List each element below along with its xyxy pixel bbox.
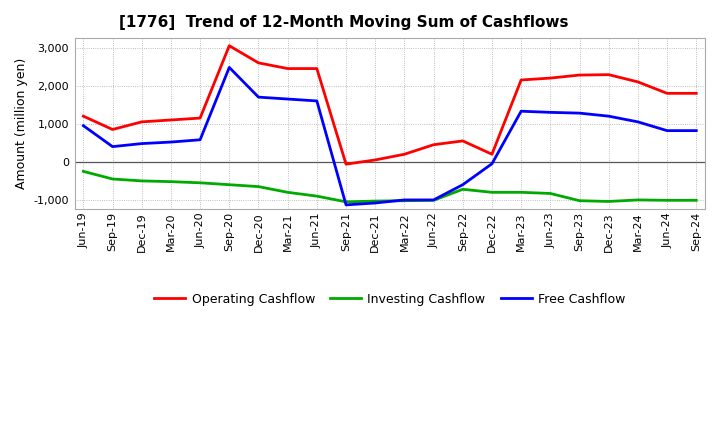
Investing Cashflow [284, 190, 292, 195]
Operating Cashflow [254, 60, 263, 66]
Operating Cashflow [108, 127, 117, 132]
Investing Cashflow [400, 198, 409, 203]
Free Cashflow [692, 128, 701, 133]
Operating Cashflow [342, 161, 351, 167]
Investing Cashflow [546, 191, 554, 196]
Operating Cashflow [662, 91, 671, 96]
Free Cashflow [634, 119, 642, 125]
Operating Cashflow [371, 158, 379, 163]
Free Cashflow [517, 109, 526, 114]
Investing Cashflow [254, 184, 263, 189]
Line: Free Cashflow: Free Cashflow [84, 67, 696, 205]
Line: Operating Cashflow: Operating Cashflow [84, 46, 696, 164]
Investing Cashflow [312, 194, 321, 199]
Free Cashflow [196, 137, 204, 143]
Investing Cashflow [166, 179, 175, 184]
Investing Cashflow [634, 197, 642, 202]
Free Cashflow [312, 98, 321, 103]
Operating Cashflow [517, 77, 526, 83]
Investing Cashflow [662, 198, 671, 203]
Free Cashflow [429, 197, 438, 202]
Operating Cashflow [138, 119, 146, 125]
Operating Cashflow [166, 117, 175, 123]
Operating Cashflow [79, 114, 88, 119]
Free Cashflow [575, 110, 584, 116]
Investing Cashflow [517, 190, 526, 195]
Investing Cashflow [108, 176, 117, 182]
Free Cashflow [254, 95, 263, 100]
Investing Cashflow [138, 178, 146, 183]
Free Cashflow [284, 96, 292, 102]
Investing Cashflow [371, 198, 379, 204]
Free Cashflow [459, 182, 467, 187]
Operating Cashflow [459, 138, 467, 143]
Operating Cashflow [400, 152, 409, 157]
Operating Cashflow [225, 43, 233, 48]
Investing Cashflow [487, 190, 496, 195]
Free Cashflow [371, 200, 379, 205]
Investing Cashflow [692, 198, 701, 203]
Investing Cashflow [225, 182, 233, 187]
Legend: Operating Cashflow, Investing Cashflow, Free Cashflow: Operating Cashflow, Investing Cashflow, … [149, 288, 631, 311]
Investing Cashflow [342, 199, 351, 205]
Operating Cashflow [284, 66, 292, 71]
Operating Cashflow [487, 152, 496, 157]
Free Cashflow [604, 114, 613, 119]
Investing Cashflow [575, 198, 584, 203]
Free Cashflow [166, 139, 175, 145]
Operating Cashflow [546, 75, 554, 81]
Y-axis label: Amount (million yen): Amount (million yen) [15, 58, 28, 189]
Operating Cashflow [196, 115, 204, 121]
Free Cashflow [138, 141, 146, 146]
Free Cashflow [225, 65, 233, 70]
Free Cashflow [400, 197, 409, 202]
Investing Cashflow [196, 180, 204, 185]
Operating Cashflow [575, 73, 584, 78]
Investing Cashflow [429, 198, 438, 203]
Free Cashflow [487, 161, 496, 166]
Free Cashflow [342, 202, 351, 208]
Line: Investing Cashflow: Investing Cashflow [84, 171, 696, 202]
Free Cashflow [662, 128, 671, 133]
Investing Cashflow [459, 187, 467, 192]
Operating Cashflow [429, 142, 438, 147]
Free Cashflow [79, 123, 88, 128]
Text: [1776]  Trend of 12-Month Moving Sum of Cashflows: [1776] Trend of 12-Month Moving Sum of C… [119, 15, 568, 30]
Investing Cashflow [604, 199, 613, 204]
Free Cashflow [546, 110, 554, 115]
Operating Cashflow [692, 91, 701, 96]
Free Cashflow [108, 144, 117, 149]
Operating Cashflow [604, 72, 613, 77]
Investing Cashflow [79, 169, 88, 174]
Operating Cashflow [312, 66, 321, 71]
Operating Cashflow [634, 79, 642, 84]
